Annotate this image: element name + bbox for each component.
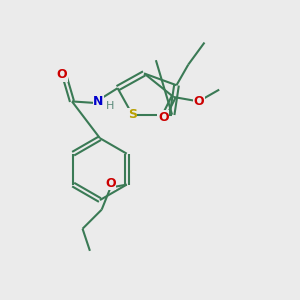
Text: H: H	[106, 101, 114, 111]
Text: O: O	[193, 95, 204, 108]
Text: O: O	[105, 177, 116, 190]
Text: S: S	[128, 108, 137, 121]
Text: N: N	[93, 95, 104, 108]
Text: O: O	[56, 68, 67, 81]
Text: O: O	[158, 111, 169, 124]
